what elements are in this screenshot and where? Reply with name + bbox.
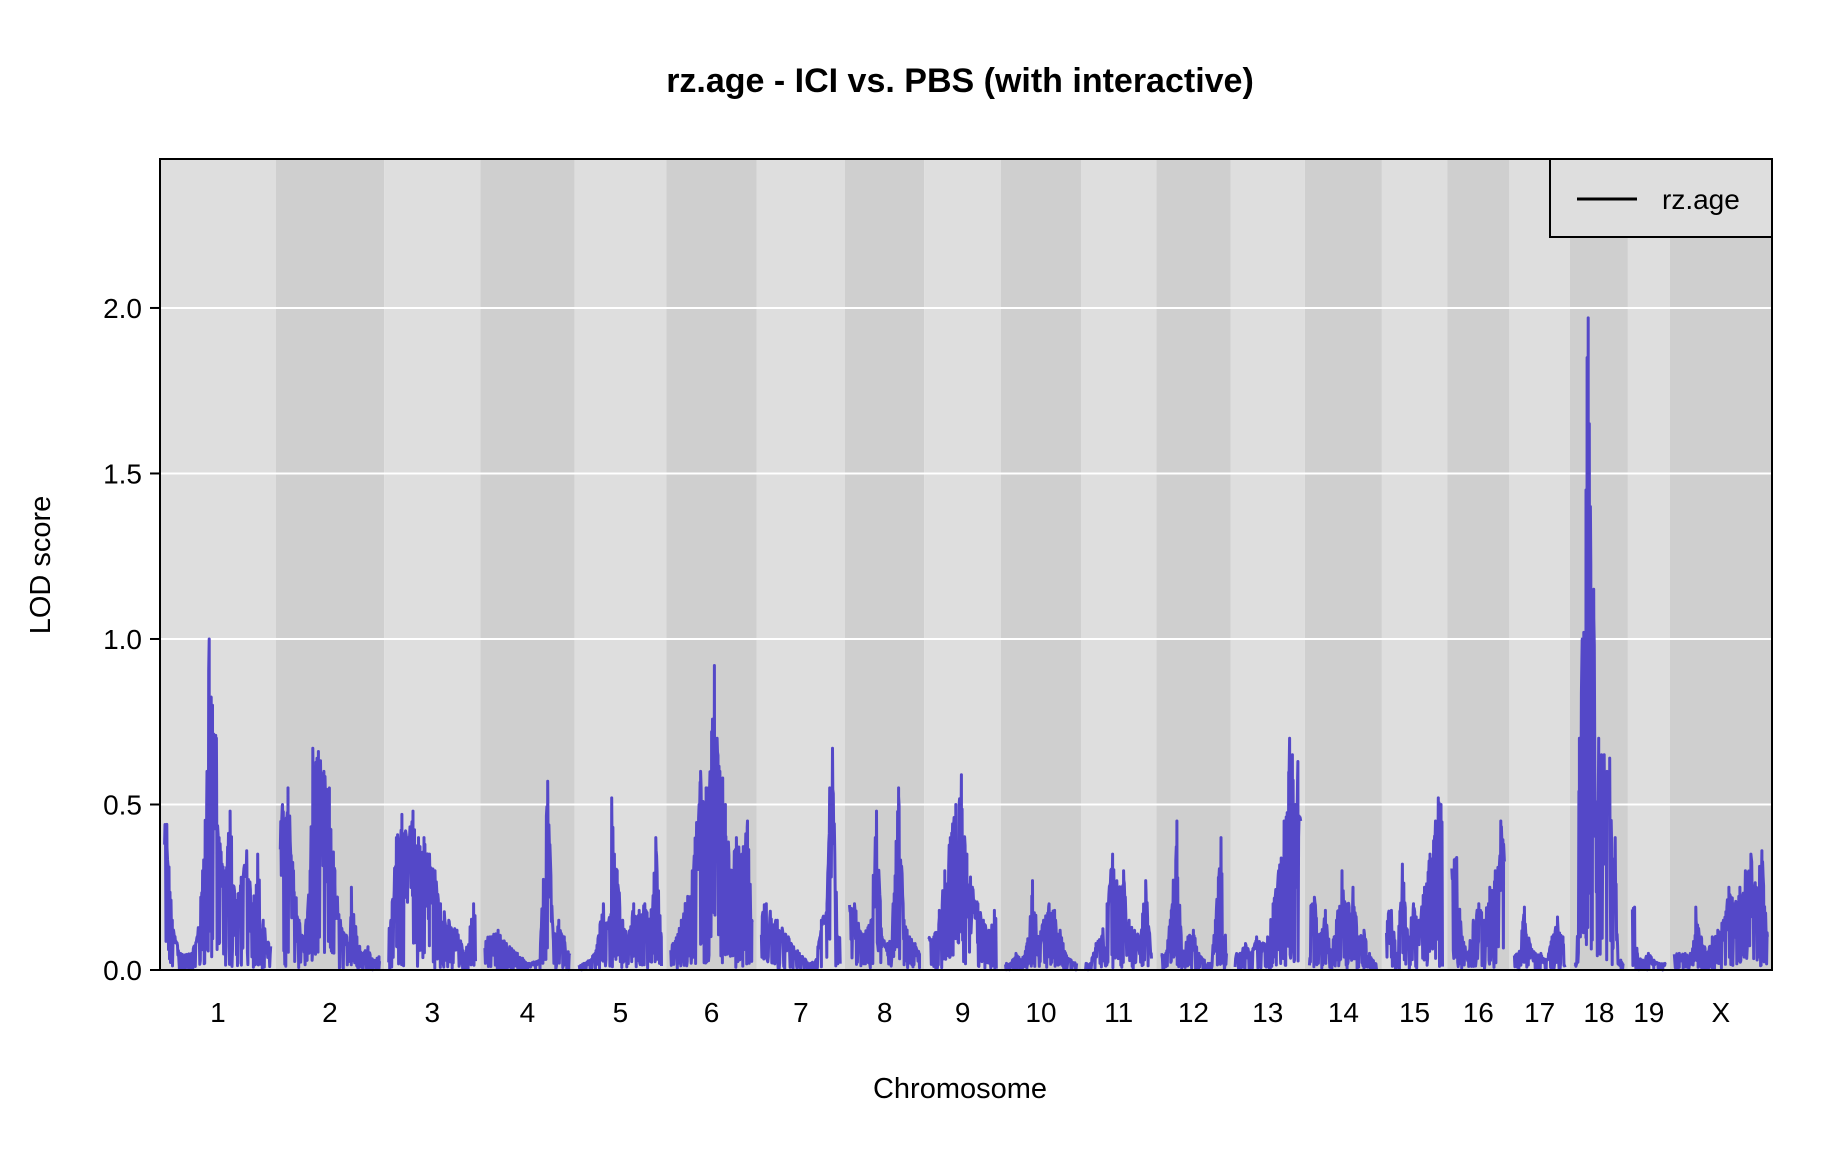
chromosome-band-4 (480, 159, 575, 970)
lod-trace-chr-1 (163, 637, 273, 971)
chromosome-band-14 (1304, 159, 1382, 970)
legend-entry-rz-age: rz.age (1662, 184, 1740, 215)
chromosome-band-19 (1627, 159, 1670, 970)
y-axis-label: LOD score (25, 496, 57, 635)
x-tick-label-chr-7: 7 (793, 997, 809, 1028)
series-group (163, 316, 1769, 972)
y-tick-label-1: 0.5 (103, 789, 142, 820)
chromosome-band-8 (844, 159, 925, 970)
lod-trace-chr-16 (1450, 819, 1506, 970)
x-axis-label: Chromosome (873, 1073, 1047, 1105)
x-tick-label-chr-10: 10 (1025, 997, 1056, 1028)
x-tick-label-chr-1: 1 (210, 997, 226, 1028)
x-tick-label-chr-19: 19 (1633, 997, 1664, 1028)
x-tick-label-chr-2: 2 (322, 997, 338, 1028)
x-tick-label-chr-15: 15 (1399, 997, 1430, 1028)
x-tick-label-chr-17: 17 (1524, 997, 1555, 1028)
legend: rz.age (1549, 158, 1773, 238)
lod-trace-chr-18 (1573, 316, 1625, 971)
chromosome-band-17 (1509, 159, 1570, 970)
y-axis: 0.0 0.5 1.0 1.5 2.0 (103, 293, 160, 986)
lod-trace-chr-3 (387, 809, 477, 971)
chromosome-band-16 (1447, 159, 1510, 970)
lod-trace-chr-8 (848, 786, 921, 970)
plot-frame (159, 158, 1773, 971)
lod-trace-chr-7 (759, 746, 842, 971)
x-tick-label-chr-18: 18 (1583, 997, 1614, 1028)
lod-trace-chr-15 (1385, 796, 1444, 971)
y-tick-label-4: 2.0 (103, 293, 142, 324)
lod-trace-chr-17 (1512, 905, 1567, 972)
chromosome-band-5 (574, 159, 667, 970)
lod-trace-chr-9 (927, 773, 998, 970)
chromosome-band-12 (1156, 159, 1231, 970)
chart-title: rz.age - ICI vs. PBS (with interactive) (666, 62, 1254, 100)
lod-trace-chr-12 (1159, 819, 1228, 971)
x-tick-label-chr-12: 12 (1178, 997, 1209, 1028)
y-tick-label-3: 1.5 (103, 458, 142, 489)
x-tick-label-chr-9: 9 (955, 997, 971, 1028)
lod-trace-chr-6 (669, 664, 754, 970)
x-tick-label-chr-14: 14 (1328, 997, 1359, 1028)
gridlines (160, 306, 1772, 806)
x-tick-label-chr-16: 16 (1463, 997, 1494, 1028)
chromosome-band-X (1669, 159, 1772, 970)
lod-trace-chr-4 (483, 779, 572, 972)
x-axis: 1 2 3 4 5 6 7 8 9 10 11 12 13 14 15 16 17 18 19 X (210, 997, 1730, 1028)
x-tick-label-chr-11: 11 (1104, 997, 1133, 1028)
lod-trace-chr-X (1672, 849, 1769, 971)
x-tick-label-chr-3: 3 (424, 997, 440, 1028)
lod-trace-chr-14 (1307, 869, 1379, 971)
chromosome-band-11 (1081, 159, 1157, 970)
y-tick-label-2: 1.0 (103, 624, 142, 655)
x-tick-label-chr-X: X (1712, 997, 1731, 1028)
chromosome-band-10 (1000, 159, 1082, 970)
x-tick-label-chr-13: 13 (1252, 997, 1283, 1028)
lod-trace-chr-13 (1233, 736, 1303, 971)
lod-trace-chr-2 (278, 746, 381, 972)
x-tick-label-chr-8: 8 (877, 997, 893, 1028)
x-tick-label-chr-5: 5 (613, 997, 629, 1028)
lod-trace-chr-19 (1630, 905, 1667, 972)
lod-trace-chr-5 (577, 796, 663, 972)
y-tick-label-0: 0.0 (103, 955, 142, 986)
lod-trace-chr-10 (1004, 879, 1079, 972)
lod-trace-chr-11 (1084, 852, 1153, 972)
x-tick-label-chr-6: 6 (704, 997, 720, 1028)
x-tick-label-chr-4: 4 (520, 997, 536, 1028)
